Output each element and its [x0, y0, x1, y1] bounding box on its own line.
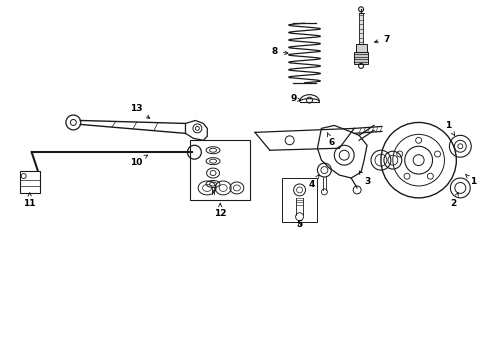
Text: 12: 12	[214, 203, 226, 218]
Bar	[20, 171, 40, 193]
Text: 1: 1	[466, 174, 476, 186]
Text: 10: 10	[130, 155, 147, 167]
Text: 1: 1	[445, 121, 455, 135]
Bar	[356, 44, 367, 52]
Text: 2: 2	[450, 193, 458, 208]
Bar	[282, 177, 317, 222]
Text: 6: 6	[327, 132, 335, 147]
Bar	[191, 140, 250, 200]
Text: 5: 5	[296, 220, 303, 229]
Bar	[359, 13, 363, 44]
Text: 11: 11	[24, 193, 36, 208]
Text: 3: 3	[359, 171, 370, 186]
Text: 4: 4	[308, 175, 319, 189]
Text: 7: 7	[374, 35, 390, 44]
Bar	[354, 52, 368, 64]
Text: 9: 9	[291, 94, 301, 103]
Text: 13: 13	[129, 104, 150, 118]
Text: 8: 8	[271, 46, 288, 55]
